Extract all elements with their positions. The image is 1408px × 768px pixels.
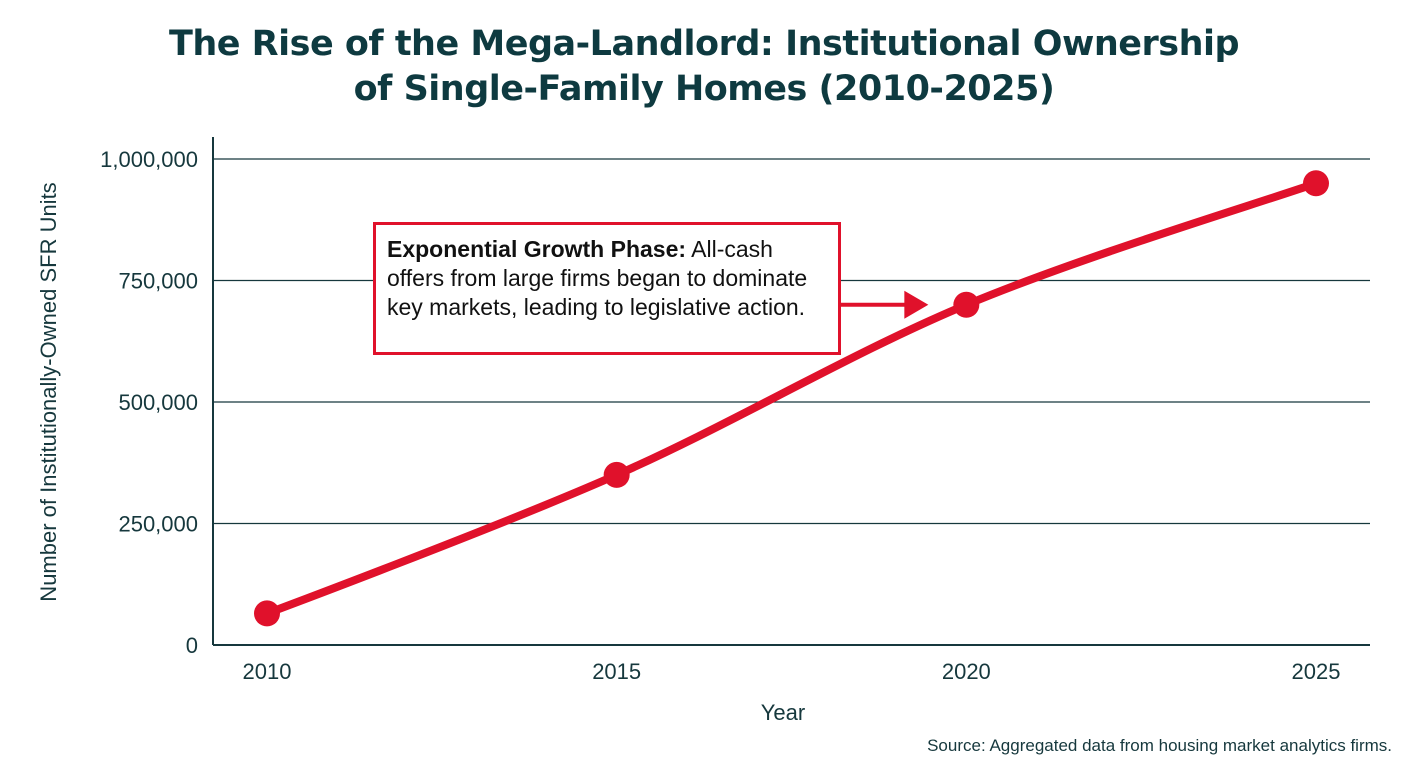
data-point	[603, 461, 630, 488]
y-tick-label: 500,000	[118, 390, 198, 415]
y-tick-label: 750,000	[118, 269, 198, 294]
data-point	[953, 291, 980, 318]
data-point	[1303, 170, 1329, 197]
y-axis-label: Number of Institutionally-Owned SFR Unit…	[36, 182, 61, 601]
data-line	[263, 179, 1320, 618]
annotation-bold: Exponential Growth Phase:	[387, 236, 687, 262]
annotation-text: All-cash offers from large firms began t…	[387, 236, 808, 320]
x-tick-label: 2025	[1292, 659, 1341, 684]
annotation-box: Exponential Growth Phase: All-cash offer…	[373, 222, 841, 355]
x-tick-label: 2020	[942, 659, 991, 684]
x-axis-label: Year	[761, 700, 805, 725]
data-point	[254, 600, 280, 627]
y-tick-label: 250,000	[118, 512, 198, 537]
x-tick-label: 2010	[243, 659, 292, 684]
annotation-arrowhead	[904, 290, 929, 319]
y-tick-label: 0	[186, 633, 198, 658]
y-tick-label: 1,000,000	[100, 147, 198, 172]
title-line-2: of Single-Family Homes (2010-2025)	[353, 69, 1055, 109]
chart-title: The Rise of the Mega-Landlord: Instituti…	[0, 22, 1408, 112]
title-line-1: The Rise of the Mega-Landlord: Instituti…	[168, 24, 1240, 64]
x-tick-label: 2015	[592, 659, 641, 684]
source-note: Source: Aggregated data from housing mar…	[927, 736, 1392, 755]
